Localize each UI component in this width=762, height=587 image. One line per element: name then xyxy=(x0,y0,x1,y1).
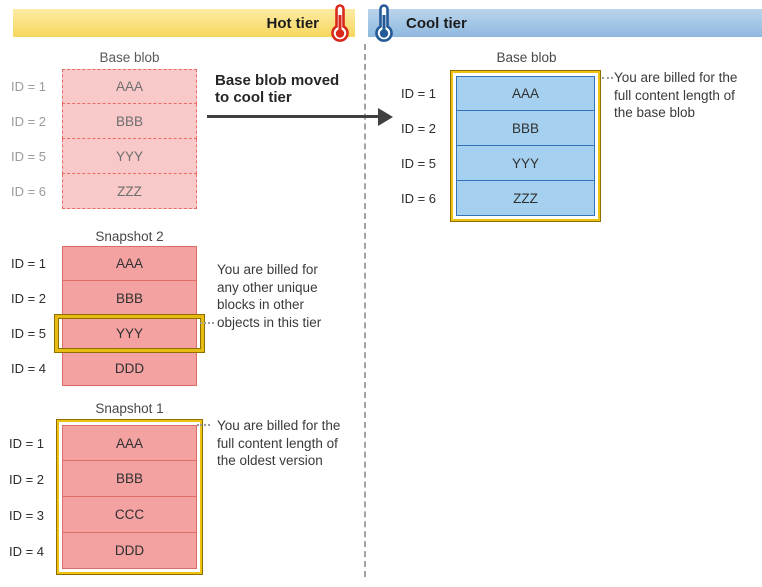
cool-base-blob-id-labels: ID = 1 ID = 2 ID = 5 ID = 6 xyxy=(392,76,444,216)
block-cell: BBB xyxy=(62,461,197,497)
snapshot1-note: You are billed for the full content leng… xyxy=(217,417,367,470)
block-cell: BBB xyxy=(62,104,197,139)
note-line: the base blob xyxy=(614,105,696,120)
row-id-label: ID = 5 xyxy=(10,326,46,341)
row-id-label: ID = 5 xyxy=(400,156,436,171)
note-line: full content length of xyxy=(217,435,338,451)
note-line: You are billed for xyxy=(217,262,318,277)
hot-tier-bar: Hot tier xyxy=(13,9,355,37)
block-cell: YYY xyxy=(62,316,197,351)
row-id-label: ID = 2 xyxy=(10,114,46,129)
block-cell: ZZZ xyxy=(62,174,197,209)
note-line: blocks in other xyxy=(217,297,305,312)
block-cell: AAA xyxy=(62,425,197,461)
block-cell: AAA xyxy=(62,246,197,281)
snapshot1-title: Snapshot 1 xyxy=(95,401,164,416)
block-cell: BBB xyxy=(456,111,595,146)
row-id-label: ID = 2 xyxy=(8,471,44,487)
note-line: You are billed for the xyxy=(614,70,738,85)
row-id-label: ID = 1 xyxy=(8,435,44,451)
cool-tier-bar: Cool tier xyxy=(368,9,762,37)
snapshot1-table: AAA BBB CCC DDD xyxy=(59,422,200,572)
block-cell: ZZZ xyxy=(456,181,595,216)
snapshot2-id-labels: ID = 1 ID = 2 ID = 5 ID = 4 xyxy=(2,246,54,386)
row-id-label: ID = 2 xyxy=(10,291,46,306)
block-cell: CCC xyxy=(62,497,197,533)
cool-base-blob-leader-dots xyxy=(602,77,613,79)
move-note: Base blob moved to cool tier xyxy=(215,72,339,106)
block-cell: AAA xyxy=(62,69,197,104)
block-cell: DDD xyxy=(62,351,197,386)
thermometer-hot-icon xyxy=(329,3,351,43)
block-cell: BBB xyxy=(62,281,197,316)
note-line: any other unique xyxy=(217,279,318,295)
row-id-label: ID = 3 xyxy=(8,507,44,523)
snapshot1-gold-frame: AAA BBB CCC DDD xyxy=(56,419,203,575)
cool-base-blob-note: You are billed for the full content leng… xyxy=(614,69,762,122)
snapshot1-id-labels: ID = 1 ID = 2 ID = 3 ID = 4 xyxy=(0,425,52,569)
hot-base-blob-table: AAA BBB YYY ZZZ xyxy=(62,69,197,209)
hot-tier-label: Hot tier xyxy=(266,14,320,32)
hot-base-blob-title: Base blob xyxy=(99,50,160,65)
note-line: full content length of xyxy=(614,87,735,103)
snapshot2-table: AAA BBB YYY DDD xyxy=(62,246,197,386)
cool-base-blob-title: Base blob xyxy=(496,50,557,65)
hot-base-blob-id-labels: ID = 1 ID = 2 ID = 5 ID = 6 xyxy=(2,69,54,209)
snapshot2-highlight-box xyxy=(55,315,204,352)
tier-divider-line xyxy=(364,44,366,577)
row-id-label: ID = 5 xyxy=(10,149,46,164)
block-cell: AAA xyxy=(456,76,595,111)
row-id-label: ID = 4 xyxy=(10,361,46,376)
cool-base-blob-table: AAA BBB YYY ZZZ xyxy=(453,73,598,219)
block-cell: DDD xyxy=(62,533,197,569)
move-arrow-shaft xyxy=(207,115,379,118)
row-id-label: ID = 6 xyxy=(10,184,46,199)
row-id-label: ID = 4 xyxy=(8,543,44,559)
snapshot1-leader-dots xyxy=(197,424,210,426)
row-id-label: ID = 1 xyxy=(10,256,46,271)
row-id-label: ID = 1 xyxy=(400,86,436,101)
block-cell: YYY xyxy=(62,139,197,174)
cool-base-blob-gold-frame: AAA BBB YYY ZZZ xyxy=(450,70,601,222)
row-id-label: ID = 1 xyxy=(10,79,46,94)
move-note-line: Base blob moved xyxy=(215,72,340,89)
snapshot2-title: Snapshot 2 xyxy=(95,229,164,244)
snapshot2-leader-dots xyxy=(200,322,214,324)
block-cell: YYY xyxy=(456,146,595,181)
thermometer-cool-icon xyxy=(373,3,395,43)
row-id-label: ID = 2 xyxy=(400,121,436,136)
move-arrow-head xyxy=(378,107,393,126)
note-line: the oldest version xyxy=(217,453,323,468)
note-line: objects in this tier xyxy=(217,314,322,330)
row-id-label: ID = 6 xyxy=(400,191,436,206)
note-line: You are billed for the xyxy=(217,418,341,433)
move-note-line: to cool tier xyxy=(215,89,292,106)
snapshot2-note: You are billed for any other unique bloc… xyxy=(217,261,362,331)
cool-tier-label: Cool tier xyxy=(406,14,467,32)
